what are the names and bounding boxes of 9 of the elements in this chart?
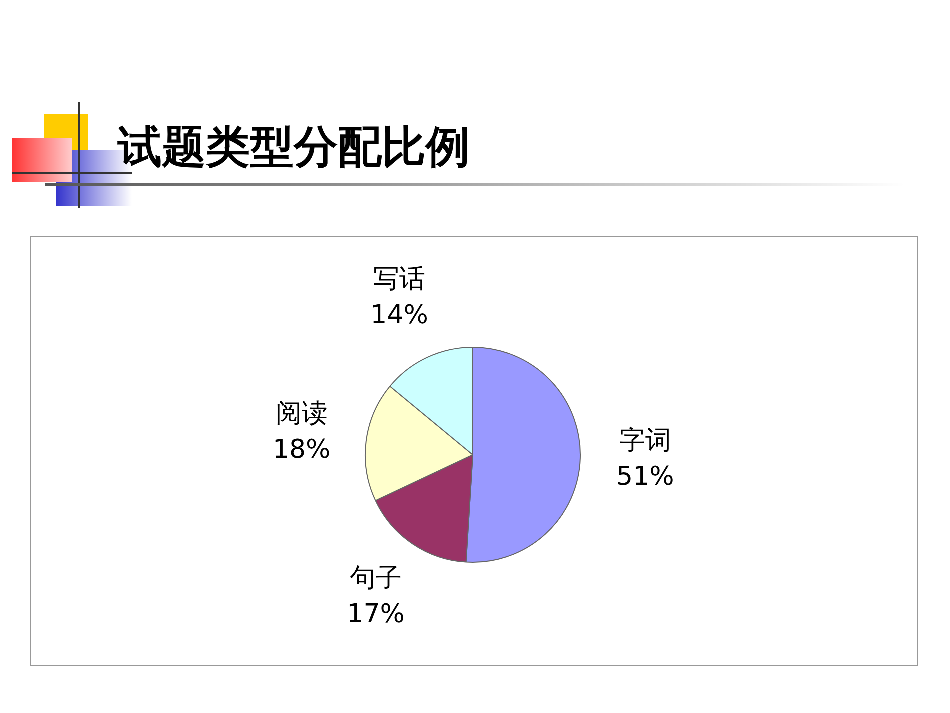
data-label: 51% (616, 462, 674, 492)
chart-title: 试题类型分配比例 (118, 121, 470, 175)
slice-label: 写话 (374, 264, 426, 295)
data-label: 17% (347, 599, 405, 630)
slice-label: 句子 (350, 563, 402, 594)
slice-label: 字词 (619, 426, 672, 456)
slice-label: 阅读 (276, 399, 328, 430)
data-label: 18% (272, 435, 331, 466)
data-label: 14% (370, 300, 428, 331)
